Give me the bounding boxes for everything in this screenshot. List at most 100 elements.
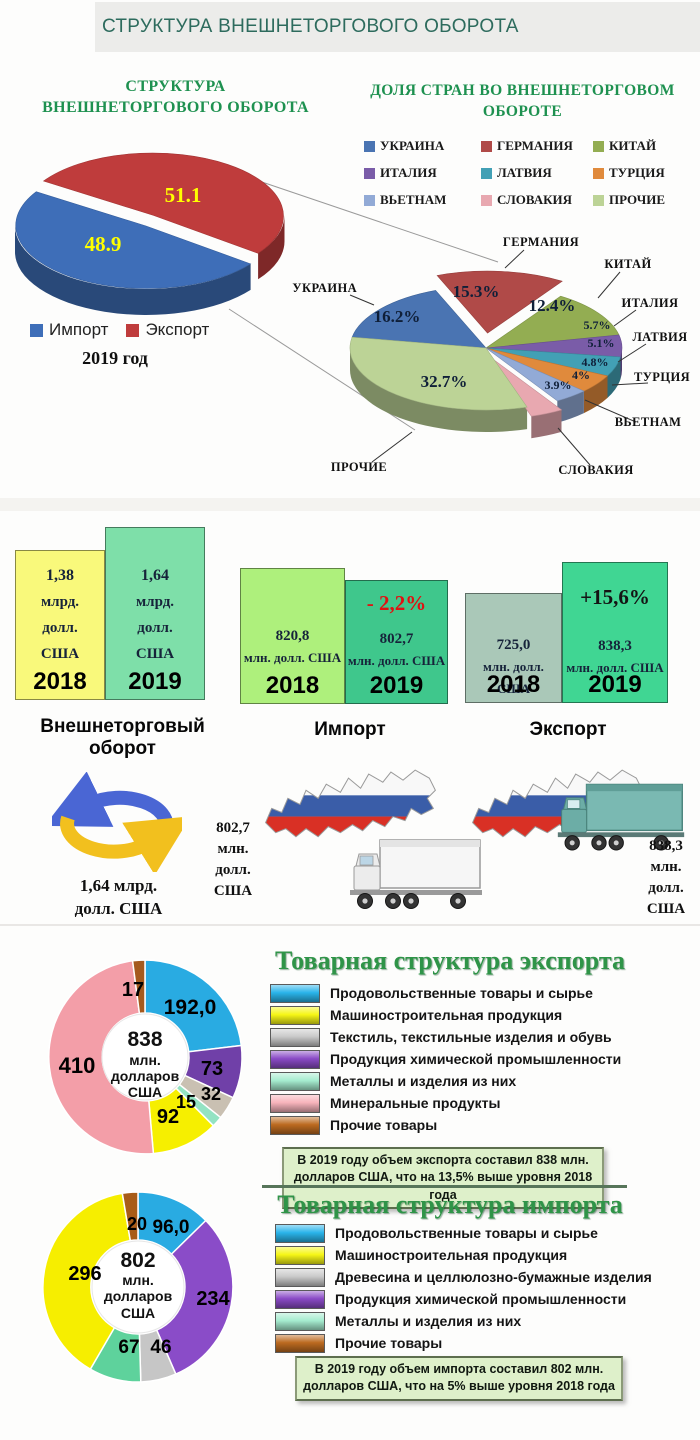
legend-item: Продукция химической промышленности	[275, 1288, 652, 1310]
donut-value-label: 192,0	[164, 996, 217, 1019]
legend-swatch	[593, 140, 604, 152]
bar-number: 802,7	[379, 631, 414, 647]
pie-country-label: СЛОВАКИЯ	[558, 463, 633, 477]
legend-swatch	[270, 1005, 320, 1025]
pie-slice-side	[620, 348, 622, 379]
turnover-flow-caption: 1,64 млрд. долл. США	[74, 876, 163, 918]
pie-slice	[484, 295, 620, 349]
bar-unit-line: долл.	[42, 620, 78, 636]
callout-line	[597, 271, 621, 299]
bar-number: 1,38	[46, 567, 74, 584]
truck-export-icon	[557, 783, 685, 851]
donut-center-label: США	[128, 1084, 162, 1100]
legend-label: ГЕРМАНИЯ	[497, 138, 573, 153]
bar-group-title: Импорт	[314, 719, 386, 740]
legend-item: ГЕРМАНИЯ	[481, 138, 593, 154]
pie-country-label: ПРОЧИЕ	[331, 460, 387, 474]
bar-group-title: Внешнеторговый оборот	[40, 716, 205, 759]
bar-number: 838,3	[598, 638, 632, 654]
legend-swatch	[126, 323, 140, 337]
pie-slice	[349, 336, 528, 411]
exchange-cycle-icon	[52, 772, 182, 872]
bar-value: 820,8 млн. долл. США	[241, 625, 344, 669]
bar-year-label: 2019	[588, 671, 642, 698]
donut-center	[101, 1013, 189, 1101]
legend-label: Текстиль, текстильные изделия и обувь	[330, 1029, 612, 1045]
export-flow-caption: 838,3 млн. долл. США	[646, 838, 686, 917]
legend-swatch	[481, 194, 492, 206]
legend-item: ЛАТВИЯ	[481, 165, 593, 181]
export-note: В 2019 году объем экспорта составил 838 …	[282, 1147, 604, 1209]
legend-item: Прочие товары	[275, 1332, 652, 1354]
bar-year-label: 2018	[265, 672, 320, 699]
turnover-pie-year: 2019 год	[82, 348, 148, 368]
donut-value-label: 46	[150, 1337, 171, 1358]
donut-value-label: 20	[127, 1214, 147, 1234]
bar-value: 1,38 млрд. долл. США	[16, 563, 104, 667]
bar-value: 725,0 млн. долл. США	[466, 634, 561, 700]
bar-value: 1,64 млрд. долл. США	[106, 563, 204, 667]
callout-line	[371, 431, 413, 463]
legend-label: ТУРЦИЯ	[609, 165, 665, 180]
pie-slice	[42, 152, 284, 254]
legend-swatch	[270, 1093, 320, 1113]
pie-value-label: 16.2%	[374, 307, 421, 326]
donut-value-label: 234	[196, 1288, 230, 1310]
legend-item: Машиностроительная продукция	[270, 1004, 621, 1026]
donut-slice	[121, 1191, 139, 1242]
legend-item: Машиностроительная продукция	[275, 1244, 652, 1266]
donut-slice	[42, 1192, 132, 1371]
bar-change-label: +15,6%	[580, 585, 650, 609]
export-legend: Продовольственные товары и сырье Машиност…	[270, 982, 621, 1136]
callout-line	[584, 399, 637, 423]
legend-swatch	[270, 1027, 320, 1047]
donut-value-label: 92	[157, 1106, 179, 1128]
section-divider-middle	[0, 924, 700, 926]
pie-value-label: 4%	[572, 368, 590, 382]
legend-label: Металлы и изделия из них	[330, 1073, 517, 1089]
legend-item: КИТАЙ	[593, 138, 698, 154]
donut-value-label: 15	[176, 1092, 196, 1112]
legend-swatch	[30, 323, 43, 337]
bar-unit-line: США	[40, 646, 80, 662]
legend-item: ВЬЕТНАМ	[364, 192, 481, 208]
legend-swatch	[270, 1049, 320, 1069]
pie-slice	[15, 191, 252, 289]
pie-slice-side	[607, 357, 621, 398]
donut-slice	[144, 959, 243, 1053]
bar-value: 802,7 млн. долл. США	[346, 628, 447, 672]
legend-label: Продовольственные товары и сырье	[330, 985, 593, 1001]
legend-label: Прочие товары	[330, 1117, 438, 1133]
bar-unit-line: млрд.	[40, 594, 80, 610]
legend-item: УКРАИНА	[364, 138, 481, 154]
pie-slice-side	[258, 215, 285, 280]
legend-swatch	[275, 1311, 325, 1331]
countries-legend: УКРАИНА ГЕРМАНИЯ КИТАЙ ИТАЛИЯ ЛАТВИЯ ТУРЦИЯ ВЬ…	[364, 138, 698, 208]
pie-country-label: КИТАЙ	[604, 257, 651, 271]
pie-slice-side	[583, 375, 608, 414]
turnover-pie-title-line1: СТРУКТУРА	[125, 78, 226, 95]
legend-item: Продовольственные товары и сырье	[270, 982, 621, 1004]
bar-import_bars-2018: 820,8 млн. долл. США 2018	[240, 568, 345, 704]
legend-label: ПРОЧИЕ	[609, 192, 666, 207]
bar-import_bars-2019: - 2,2% 802,7 млн. долл. США 2019	[345, 580, 448, 704]
callout-line	[613, 309, 637, 327]
legend-swatch	[364, 140, 375, 152]
pie-country-label: ИТАЛИЯ	[622, 296, 679, 310]
legend-label: КИТАЙ	[609, 138, 657, 153]
bar-unit-line: млн. долл. США	[347, 653, 446, 668]
legend-label: Минеральные продукты	[330, 1095, 501, 1111]
donut-center-label: долларов	[104, 1288, 173, 1304]
legend-label: Импорт	[49, 320, 109, 339]
turnover-pie-title-line2: ВНЕШНЕТОРГОВОГО ОБОРОТА	[42, 99, 309, 116]
turnover-pie-title: СТРУКТУРА ВНЕШНЕТОРГОВОГО ОБОРОТА	[28, 76, 323, 118]
donut-slice	[131, 959, 146, 1015]
bar-unit-line: млн. долл. США	[483, 659, 544, 696]
pie-value-label: 4.8%	[582, 355, 609, 369]
legend-label: Машиностроительная продукция	[330, 1007, 563, 1023]
donut-center-label: млн.	[122, 1272, 154, 1288]
donut-value-label: 410	[59, 1053, 96, 1078]
legend-label: Экспорт	[145, 320, 210, 339]
legend-item: Древесина и целлюлозно-бумажные изделия	[275, 1266, 652, 1288]
pie-value-label: 51.1	[165, 183, 202, 207]
